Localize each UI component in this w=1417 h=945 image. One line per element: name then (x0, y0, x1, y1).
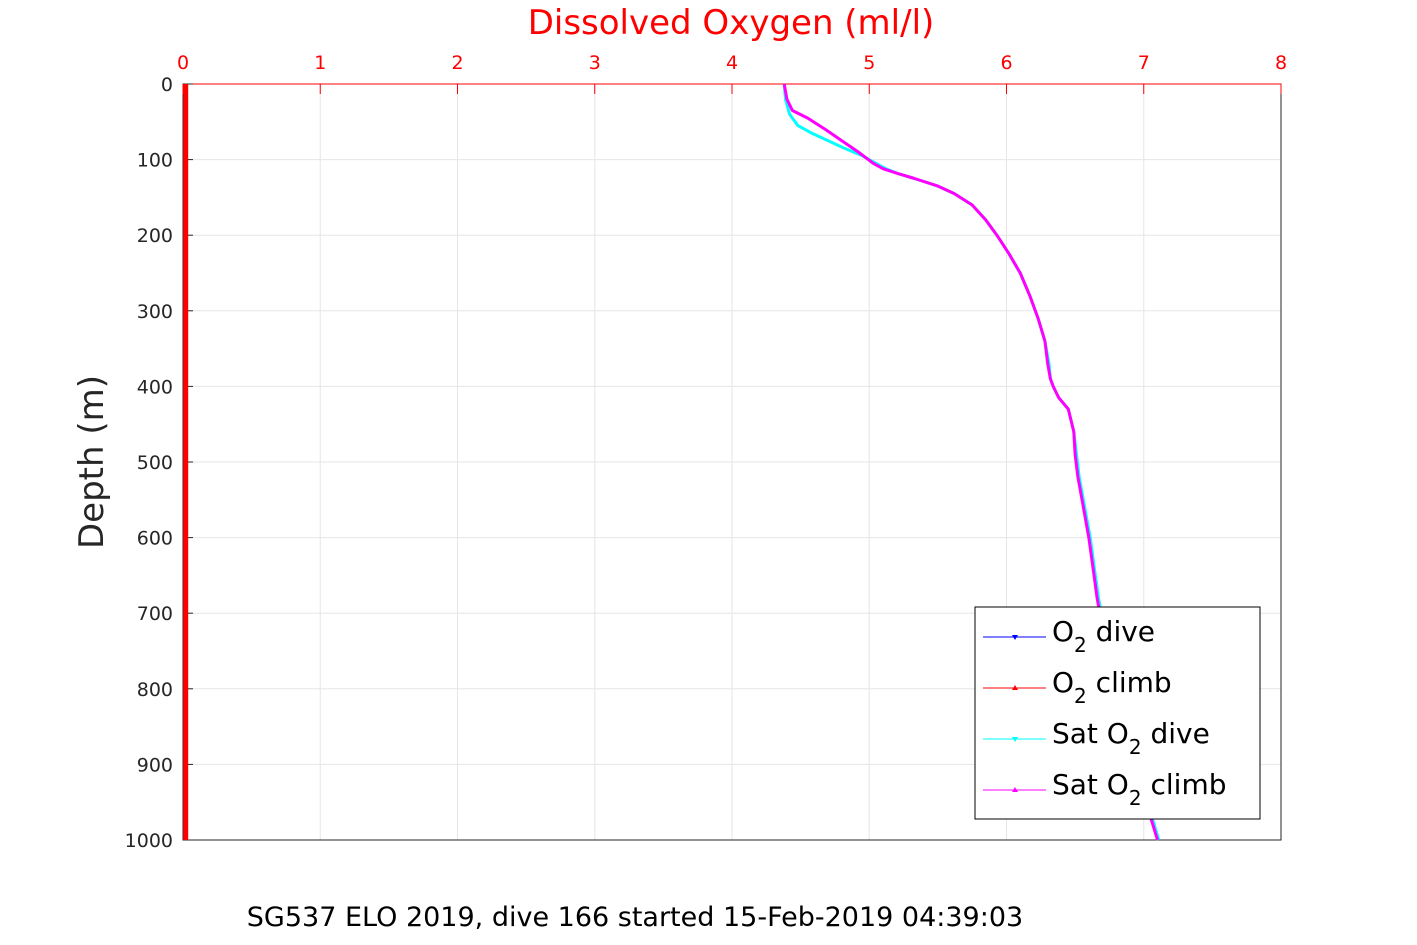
legend-entry-label: Sat O2 dive (1052, 717, 1210, 759)
y-tick-label: 400 (137, 376, 173, 398)
y-tick-label: 500 (137, 452, 173, 474)
y-tick-label: 300 (137, 301, 173, 323)
y-tick-label: 900 (137, 754, 173, 776)
legend-entry-label: O2 climb (1052, 666, 1172, 708)
x-tick-label: 1 (314, 52, 326, 74)
legend-label-part: O (1052, 666, 1074, 699)
legend-entry-label: Sat O2 climb (1052, 768, 1227, 810)
legend-marker (1012, 787, 1018, 792)
legend-label-part: Sat O (1052, 717, 1129, 750)
y-tick-label: 100 (137, 150, 173, 172)
legend-label-subscript: 2 (1129, 786, 1142, 810)
legend-label-part: climb (1142, 768, 1227, 801)
legend-label-part: climb (1087, 666, 1172, 699)
y-tick-label: 800 (137, 679, 173, 701)
y-tick-label: 0 (161, 74, 173, 96)
x-tick-label: 6 (1000, 52, 1012, 74)
legend-marker (1012, 685, 1018, 690)
x-tick-label: 7 (1138, 52, 1150, 74)
legend-label-part: O (1052, 615, 1074, 648)
x-tick-label: 2 (451, 52, 463, 74)
legend-label-part: dive (1087, 615, 1155, 648)
y-axis-ticks: 0 100 200 300 400 500 600 700 800 900 1000 (125, 74, 193, 852)
legend-marker (1012, 635, 1018, 640)
y-tick-label: 600 (137, 528, 173, 550)
legend-label-part: dive (1142, 717, 1210, 750)
chart-title: Dissolved Oxygen (ml/l) (528, 3, 935, 43)
x-tick-label: 4 (726, 52, 738, 74)
chart-caption: SG537 ELO 2019, dive 166 started 15-Feb-… (247, 902, 1023, 933)
legend-label-subscript: 2 (1129, 735, 1142, 759)
y-tick-label: 200 (137, 225, 173, 247)
y-tick-label: 700 (137, 603, 173, 625)
x-tick-label: 0 (177, 52, 189, 74)
legend-label-subscript: 2 (1074, 633, 1087, 657)
legend-marker (1012, 737, 1018, 742)
legend-entry-label: O2 dive (1052, 615, 1155, 657)
x-tick-label: 8 (1275, 52, 1287, 74)
legend-box (974, 606, 1261, 820)
x-axis-ticks: 0 1 2 3 4 5 6 7 8 (177, 52, 1287, 94)
legend-label-subscript: 2 (1074, 684, 1087, 708)
x-tick-label: 5 (863, 52, 875, 74)
legend-label-part: Sat O (1052, 768, 1129, 801)
x-tick-label: 3 (589, 52, 601, 74)
y-tick-label: 1000 (125, 830, 173, 852)
y-axis-label: Depth (m) (72, 375, 112, 549)
